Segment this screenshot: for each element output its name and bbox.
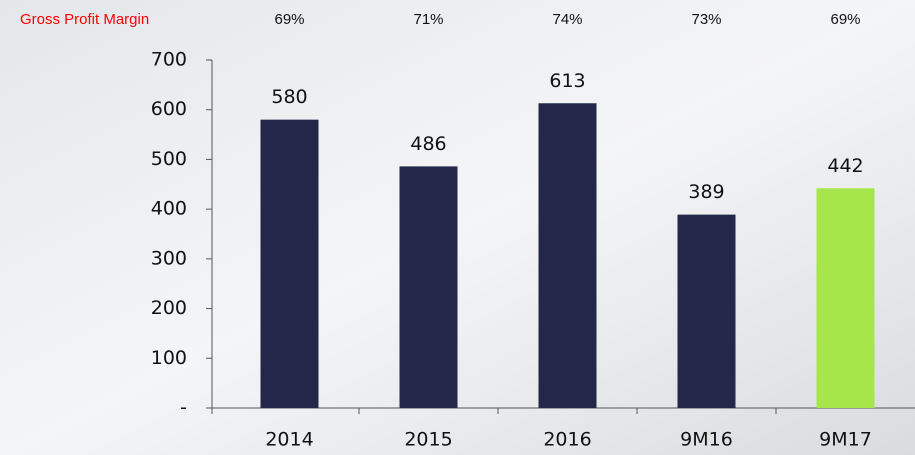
bar bbox=[260, 119, 319, 409]
data-label: 486 bbox=[410, 133, 446, 155]
data-label: 580 bbox=[271, 86, 307, 108]
annotation-value: 69% bbox=[830, 11, 860, 28]
annotation-value: 74% bbox=[552, 11, 582, 28]
y-tick-label: - bbox=[180, 397, 187, 419]
y-tick-label: 500 bbox=[151, 148, 187, 170]
x-tick-label: 9M17 bbox=[819, 429, 872, 451]
annotation-value: 69% bbox=[274, 11, 304, 28]
y-tick-label: 300 bbox=[151, 247, 187, 269]
bar bbox=[538, 103, 597, 408]
bar bbox=[677, 214, 736, 408]
annotation-value: 71% bbox=[413, 11, 443, 28]
data-label: 389 bbox=[688, 181, 724, 203]
x-tick-label: 2014 bbox=[265, 429, 313, 451]
bar bbox=[816, 188, 875, 408]
y-tick-label: 600 bbox=[151, 98, 187, 120]
y-tick-label: 700 bbox=[151, 49, 187, 71]
data-label: 613 bbox=[549, 70, 585, 92]
x-tick-label: 2016 bbox=[543, 429, 591, 451]
y-tick-label: 400 bbox=[151, 198, 187, 220]
y-tick-label: 200 bbox=[151, 297, 187, 319]
annotation-value: 73% bbox=[691, 11, 721, 28]
y-tick-label: 100 bbox=[151, 347, 187, 369]
x-tick-label: 9M16 bbox=[680, 429, 733, 451]
data-label: 442 bbox=[827, 155, 863, 177]
bar bbox=[399, 166, 458, 408]
x-tick-label: 2015 bbox=[404, 429, 452, 451]
annotation-label: Gross Profit Margin bbox=[20, 11, 149, 28]
